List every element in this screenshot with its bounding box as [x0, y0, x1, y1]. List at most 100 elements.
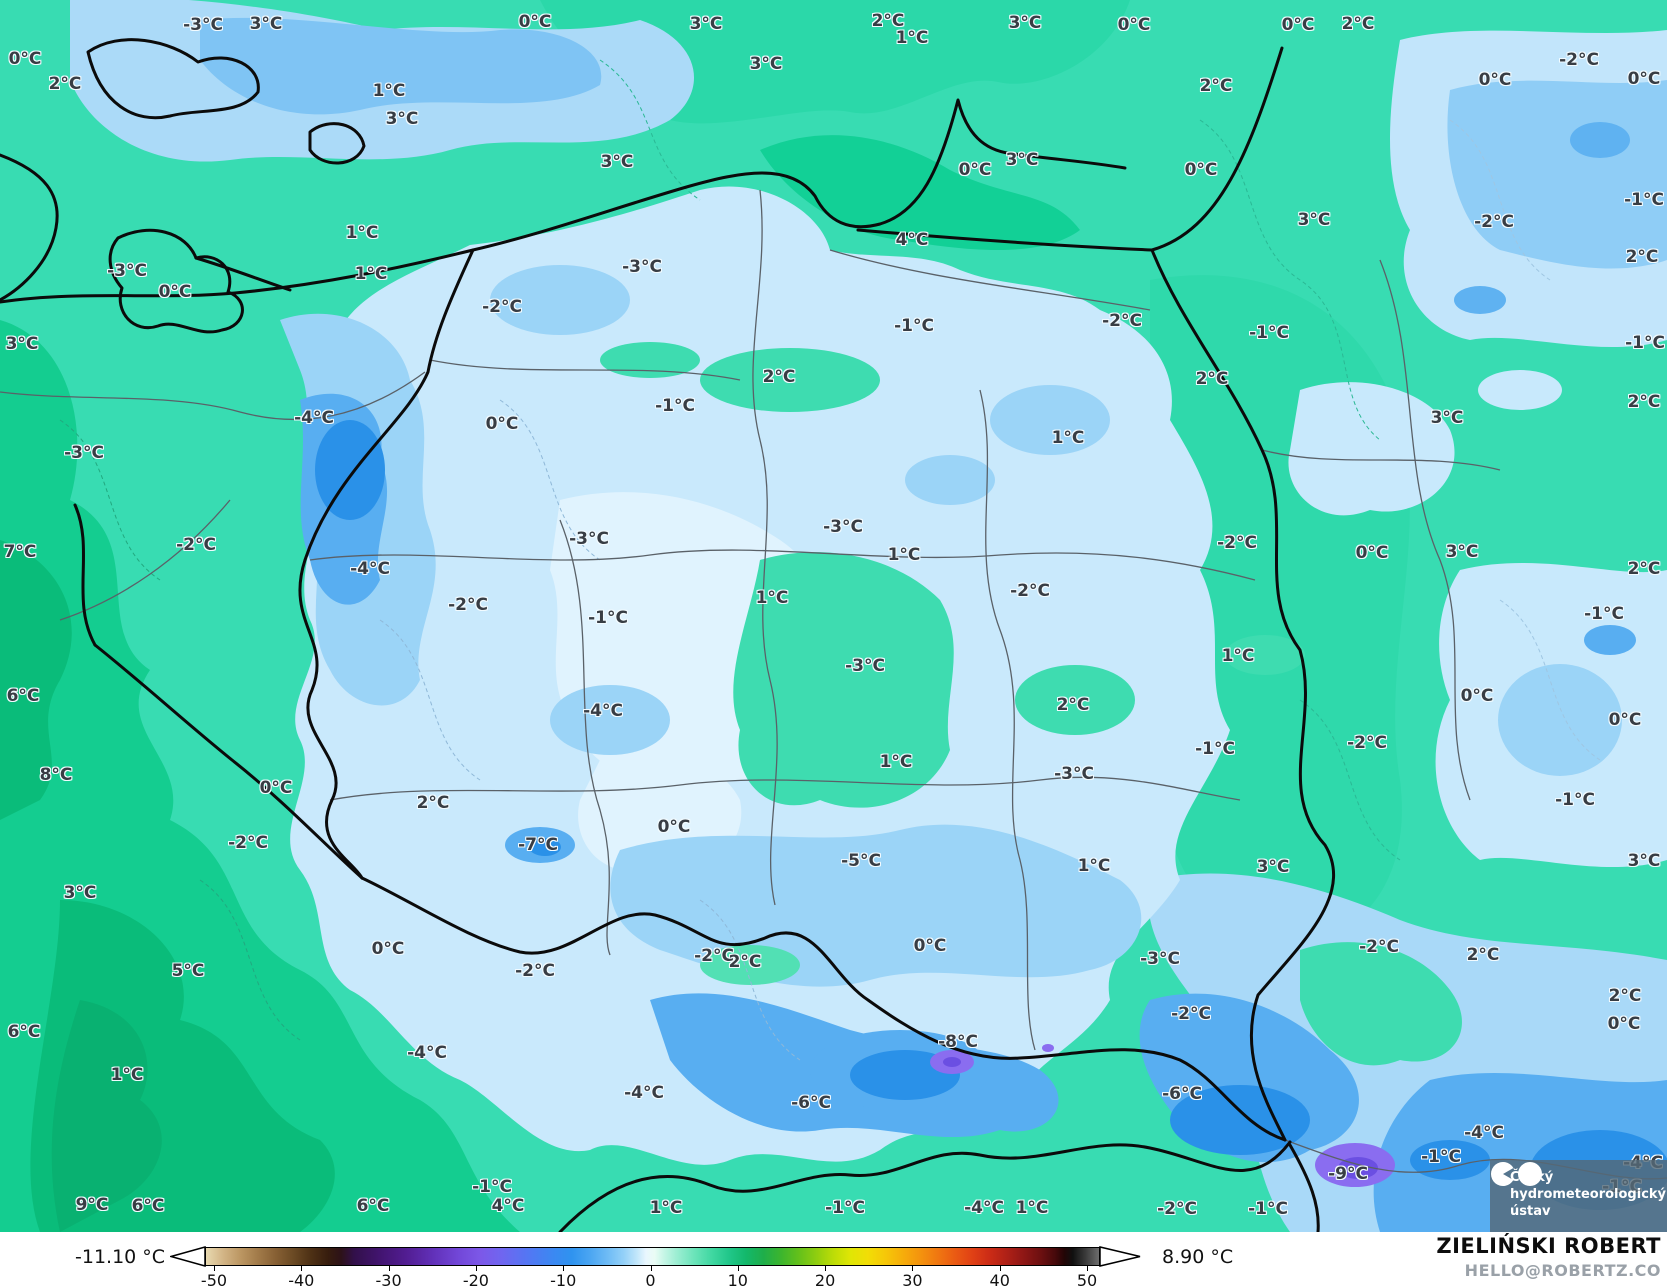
- temp-label: 3°C: [5, 334, 39, 354]
- temp-label: -3°C: [64, 443, 104, 463]
- temp-label: 1°C: [354, 264, 388, 284]
- temp-label: -2°C: [1347, 733, 1387, 753]
- colorbar-tick-label: -20: [462, 1271, 489, 1287]
- colorbar-tick-label: -10: [550, 1271, 577, 1287]
- temp-label: 8°C: [39, 765, 73, 785]
- temp-label: -1°C: [1249, 323, 1289, 343]
- temp-label: -3°C: [569, 529, 609, 549]
- attribution-name: ZIELIŃSKI ROBERT: [1436, 1234, 1661, 1258]
- temp-label: 2°C: [416, 793, 450, 813]
- temp-label: -2°C: [515, 961, 555, 981]
- temp-label: 0°C: [958, 160, 992, 180]
- temp-label: 0°C: [371, 939, 405, 959]
- temp-label: 3°C: [1008, 13, 1042, 33]
- temp-label: -3°C: [845, 656, 885, 676]
- colorbar-tick-label: -30: [375, 1271, 402, 1287]
- temp-label: -8°C: [938, 1032, 978, 1052]
- temp-label: 0°C: [657, 817, 691, 837]
- chmi-logo-text: Český hydrometeorologický ústav: [1510, 1169, 1666, 1220]
- colorbar-tick: [214, 1266, 215, 1271]
- temp-label: 1°C: [895, 28, 929, 48]
- temp-label: 0°C: [1355, 543, 1389, 563]
- temp-label: -2°C: [1157, 1199, 1197, 1219]
- temp-label: 1°C: [887, 545, 921, 565]
- temp-label: -1°C: [1555, 790, 1595, 810]
- temp-label: 4°C: [895, 230, 929, 250]
- temp-label: 1°C: [1077, 856, 1111, 876]
- temp-label: 2°C: [762, 367, 796, 387]
- temp-label: 4°C: [491, 1196, 525, 1216]
- temp-label: 1°C: [1015, 1198, 1049, 1218]
- temp-label: 1°C: [372, 81, 406, 101]
- temp-label: -2°C: [1474, 212, 1514, 232]
- temp-label: -4°C: [407, 1043, 447, 1063]
- temp-label: 0°C: [1460, 686, 1494, 706]
- temp-label: -6°C: [791, 1093, 831, 1113]
- temp-label: -4°C: [583, 701, 623, 721]
- temp-label: 2°C: [1056, 695, 1090, 715]
- colorbar-tick: [1087, 1266, 1088, 1271]
- temp-label: 3°C: [1256, 857, 1290, 877]
- temp-label: -1°C: [894, 316, 934, 336]
- temp-label: 3°C: [63, 883, 97, 903]
- temp-label: -7°C: [518, 835, 558, 855]
- temp-label: -5°C: [841, 851, 881, 871]
- temp-label: 0°C: [1117, 15, 1151, 35]
- temp-label: 2°C: [48, 74, 82, 94]
- temp-label: 0°C: [1608, 710, 1642, 730]
- temp-label: -4°C: [350, 559, 390, 579]
- temp-label: 3°C: [1297, 210, 1331, 230]
- colorbar-tick-label: 0: [645, 1271, 656, 1287]
- temp-label: 0°C: [8, 49, 42, 69]
- temp-label: 0°C: [259, 778, 293, 798]
- temp-label: 0°C: [1184, 160, 1218, 180]
- temp-label: 1°C: [1221, 646, 1255, 666]
- temp-label: 2°C: [1608, 986, 1642, 1006]
- temp-label: -1°C: [1248, 1199, 1288, 1219]
- colorbar-left-arrow: [170, 1246, 206, 1267]
- colorbar-tick: [563, 1266, 565, 1271]
- temp-label: -2°C: [448, 595, 488, 615]
- colorbar-tick: [301, 1266, 303, 1271]
- colorbar-tick: [650, 1266, 652, 1271]
- temp-label: 3°C: [749, 54, 783, 74]
- temp-label: 3°C: [385, 109, 419, 129]
- temp-label: 0°C: [485, 414, 519, 434]
- temp-label: -2°C: [1359, 937, 1399, 957]
- temp-label: 2°C: [1466, 945, 1500, 965]
- temp-label: -1°C: [825, 1198, 865, 1218]
- temp-label: 2°C: [871, 11, 905, 31]
- colorbar-tick-label: 30: [902, 1271, 923, 1287]
- temp-label: -3°C: [1140, 949, 1180, 969]
- temp-label: 2°C: [1627, 559, 1661, 579]
- temperature-labels-layer: -3°C 3°C 0°C 3°C 3°C 2°C 1°C 3°C 0°C 0°C 2°C -2°C 0°…: [4, 11, 1665, 1219]
- temp-label: 0°C: [1281, 15, 1315, 35]
- temp-label: 1°C: [649, 1198, 683, 1218]
- temp-label: 6°C: [131, 1196, 165, 1216]
- temp-label: -4°C: [624, 1083, 664, 1103]
- colorbar-tick: [999, 1266, 1001, 1271]
- temp-label: 1°C: [1051, 428, 1085, 448]
- colorbar-tick-label: 20: [814, 1271, 836, 1287]
- temp-label: -4°C: [294, 408, 334, 428]
- colorbar-tick-label: 50: [1076, 1271, 1098, 1287]
- temp-label: 0°C: [518, 12, 552, 32]
- temp-label: -2°C: [1010, 581, 1050, 601]
- temp-label: -9°C: [1328, 1164, 1368, 1184]
- temp-label: 3°C: [249, 14, 283, 34]
- temp-label: 3°C: [600, 152, 634, 172]
- temp-label: 2°C: [1625, 247, 1659, 267]
- temp-label: 1°C: [755, 588, 789, 608]
- colorbar-max-label: 8.90 °C: [1162, 1246, 1234, 1268]
- temp-label: -6°C: [1162, 1084, 1202, 1104]
- temp-label: -2°C: [482, 297, 522, 317]
- colorbar-tick-label: 40: [989, 1271, 1010, 1287]
- colorbar-min-label: -11.10 °C: [75, 1246, 166, 1268]
- temp-label: 3°C: [1627, 851, 1661, 871]
- colorbar-tick: [388, 1266, 390, 1271]
- temp-label: 1°C: [345, 223, 379, 243]
- colorbar-tick-label: -50: [200, 1271, 228, 1287]
- temp-label: -2°C: [1102, 311, 1142, 331]
- colorbar-tick-label: -40: [288, 1271, 315, 1287]
